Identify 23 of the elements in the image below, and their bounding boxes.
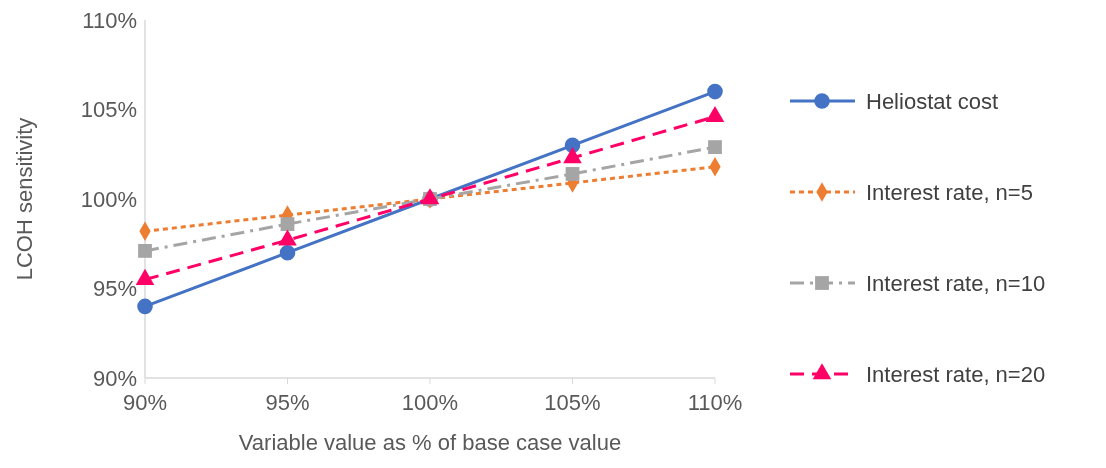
y-tick-label: 90% bbox=[92, 365, 137, 391]
legend-label: Interest rate, n=20 bbox=[866, 361, 1046, 387]
y-tick-label: 95% bbox=[92, 276, 137, 302]
point bbox=[280, 217, 295, 231]
point bbox=[137, 298, 153, 315]
y-axis-title: LCOH sensitivity bbox=[12, 117, 37, 281]
x-tick-label: 110% bbox=[687, 390, 743, 415]
x-tick-label: 95% bbox=[265, 390, 310, 415]
point bbox=[138, 244, 152, 258]
x-tick-label: 90% bbox=[122, 390, 168, 415]
y-tick-label: 110% bbox=[82, 7, 137, 33]
legend-label: Interest rate, n=10 bbox=[866, 270, 1046, 296]
point bbox=[279, 244, 296, 261]
legend-label: Heliostat cost bbox=[866, 88, 999, 114]
y-tick-label: 100% bbox=[80, 186, 137, 212]
x-tick-label: 105% bbox=[544, 390, 601, 415]
point bbox=[708, 140, 722, 154]
point bbox=[565, 167, 580, 181]
x-tick-label: 100% bbox=[401, 390, 459, 415]
y-tick-label: 105% bbox=[80, 97, 137, 123]
legend-label: Interest rate, n=5 bbox=[866, 179, 1033, 205]
x-axis-title: Variable value as % of base case value bbox=[238, 430, 622, 455]
point bbox=[707, 83, 723, 100]
